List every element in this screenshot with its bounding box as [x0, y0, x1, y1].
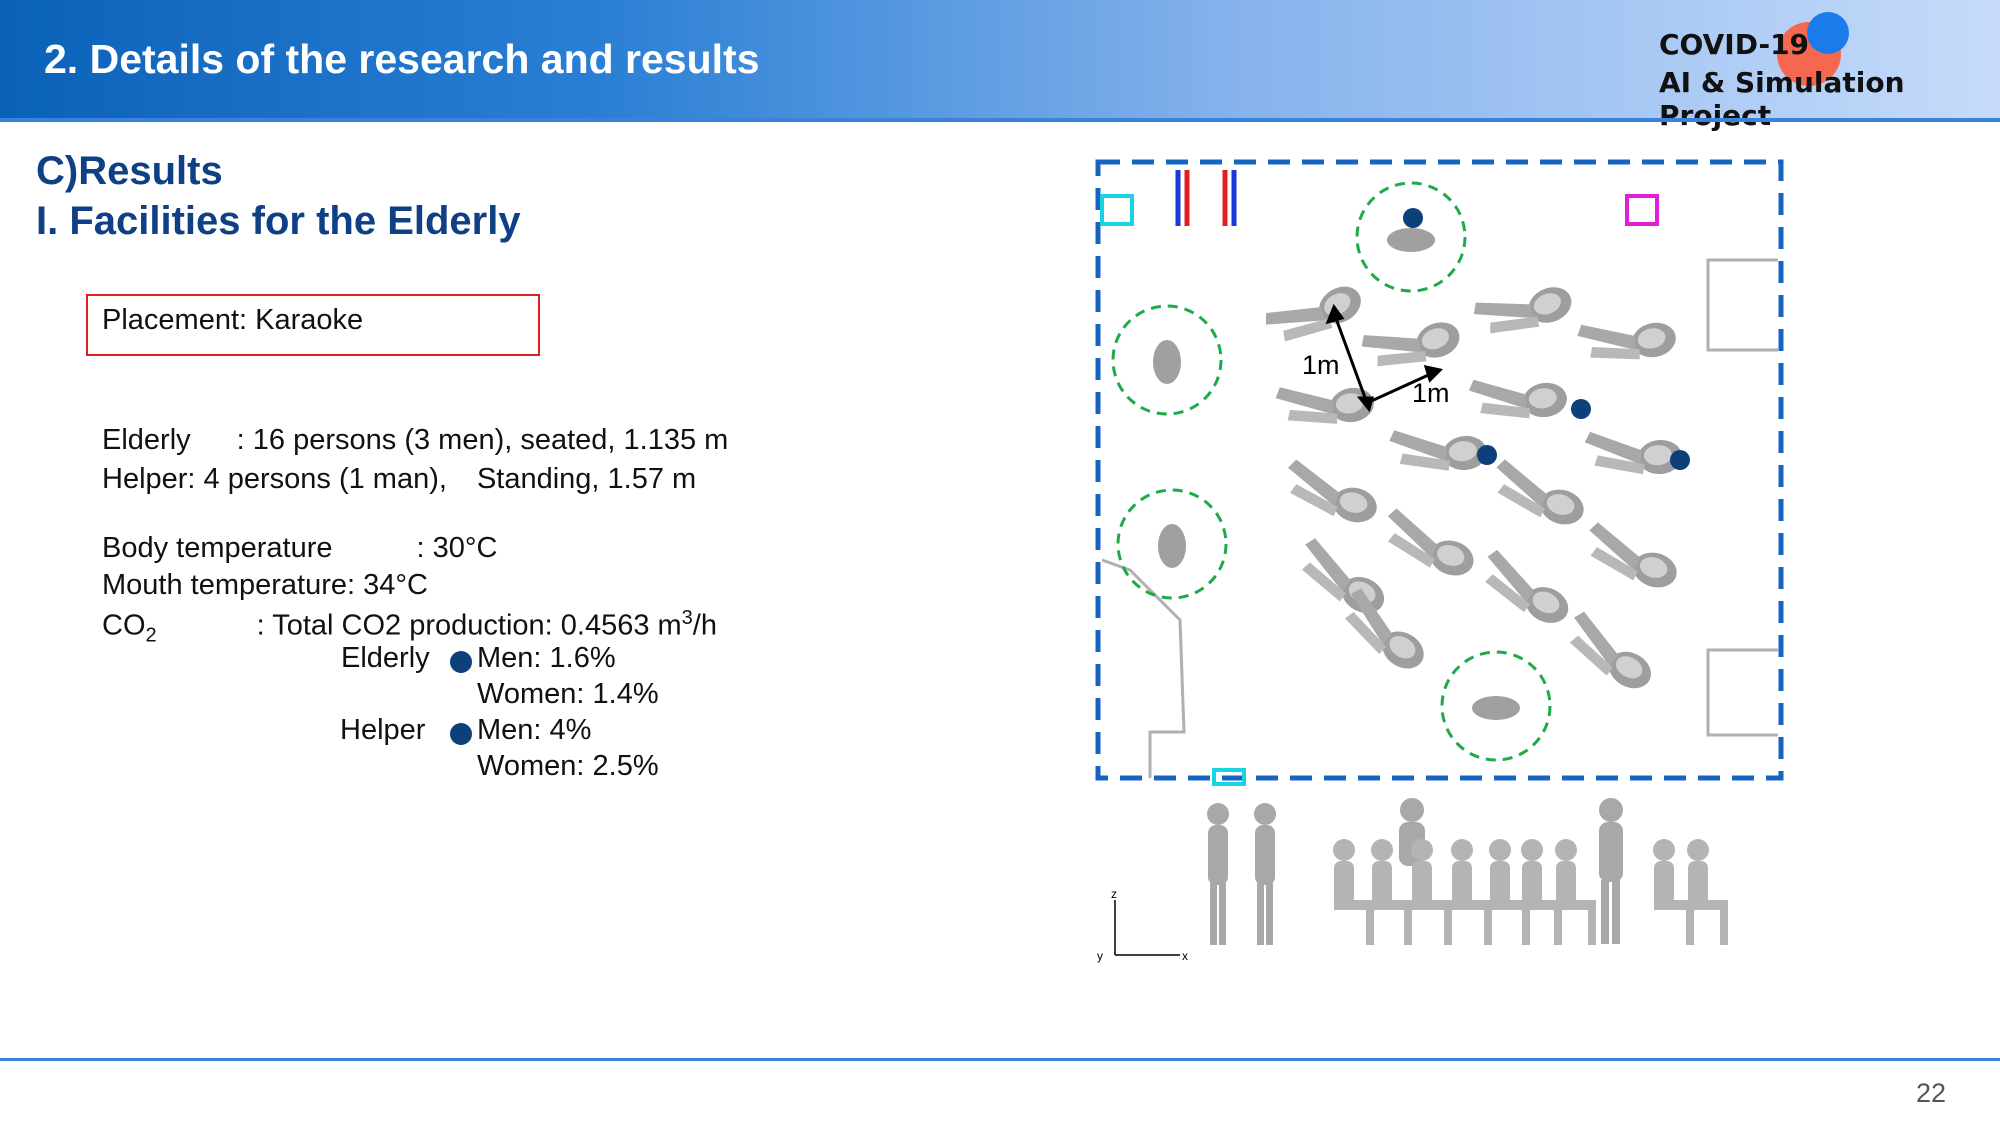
- helper-rates-label: Helper: [340, 714, 425, 747]
- seated-figures: [1260, 268, 1685, 696]
- logo-line-2: AI & Simulation Project: [1659, 66, 1905, 132]
- co2-superscript: 3: [681, 607, 693, 629]
- distance-label-1: 1m: [1302, 350, 1340, 380]
- helper-figures: [1153, 228, 1520, 720]
- elderly-label: Elderly: [102, 424, 191, 456]
- standing-helper-2: [1254, 803, 1276, 945]
- footer-divider: [0, 1058, 2000, 1061]
- side-view-seated: [1333, 839, 1728, 945]
- elderly-men-rate: Men: 1.6%: [477, 642, 616, 674]
- helper-rates-text: Helper: [340, 714, 426, 746]
- axis-x-label: x: [1182, 949, 1188, 963]
- helper-men-rate: Men: 4%: [477, 714, 592, 746]
- side-view-people: [1207, 798, 1623, 945]
- room-outline: [1095, 159, 1784, 781]
- section-heading-line-2: I. Facilities for the Elderly: [36, 199, 521, 243]
- helper-marker: [450, 718, 472, 751]
- elderly-marker: [450, 646, 472, 679]
- placement-box: Placement: Karaoke: [86, 294, 540, 356]
- logo-blue-dot: [1807, 12, 1849, 54]
- co2-label: CO: [102, 609, 146, 642]
- body-temp-line: Body temperature : 30°C: [102, 532, 497, 565]
- vent-markers: [1100, 170, 1659, 786]
- body-temp-label: Body temperature: [102, 532, 333, 564]
- header-bar: 2. Details of the research and results C…: [0, 0, 2000, 132]
- slide-title: 2. Details of the research and results: [44, 36, 760, 82]
- logo-line-1: COVID-19: [1659, 28, 1810, 61]
- helper-line: Helper: 4 persons (1 man), Standing, 1.57…: [102, 463, 696, 496]
- axis-y-label: y: [1097, 949, 1103, 963]
- helper-text: Helper: 4 persons (1 man),: [102, 463, 447, 495]
- karaoke-room-figure: 1m 1m: [1095, 159, 1784, 963]
- section-heading: C)Results I. Facilities for the Elderly: [36, 146, 521, 246]
- helper-dot-icon: [450, 723, 472, 745]
- section-heading-line-1: C)Results: [36, 149, 223, 193]
- helper-circles: [1111, 181, 1552, 762]
- elderly-women-rate: Women: 1.4%: [477, 678, 659, 710]
- distance-label-2: 1m: [1412, 378, 1450, 408]
- page-number: 22: [1916, 1078, 1947, 1108]
- elderly-value: : 16 persons (3 men), seated, 1.135 m: [236, 424, 729, 456]
- distance-arrows: [1325, 303, 1444, 413]
- axis-z-label: z: [1111, 887, 1117, 901]
- elderly-rates-label: Elderly: [341, 642, 430, 675]
- helper-women-rate: Women: 2.5%: [477, 750, 659, 782]
- co2-value: : Total CO2 production: 0.4563 m: [256, 609, 682, 642]
- elderly-rates-text: Elderly: [341, 642, 430, 674]
- mouth-temp-line: Mouth temperature: 34°C: [102, 569, 428, 601]
- body-temp-value: : 30°C: [416, 532, 498, 564]
- axes-indicator: [1114, 900, 1180, 956]
- co2-unit: /h: [692, 609, 717, 642]
- standing-helper-1: [1207, 803, 1229, 945]
- elderly-line: Elderly : 16 persons (3 men), seated, 1.1…: [102, 424, 728, 457]
- men-markers: [1403, 208, 1690, 470]
- header-divider: [0, 118, 2000, 122]
- standing-helper-4: [1599, 798, 1623, 944]
- co2-line: CO2 : Total CO2 production: 0.4563 m3/h: [102, 607, 717, 647]
- helper-standing: Standing, 1.57 m: [476, 463, 697, 495]
- project-logo: COVID-19 AI & Simulation Project: [1655, 12, 1995, 132]
- elderly-dot-icon: [450, 651, 472, 673]
- co2-subscript: 2: [145, 624, 157, 647]
